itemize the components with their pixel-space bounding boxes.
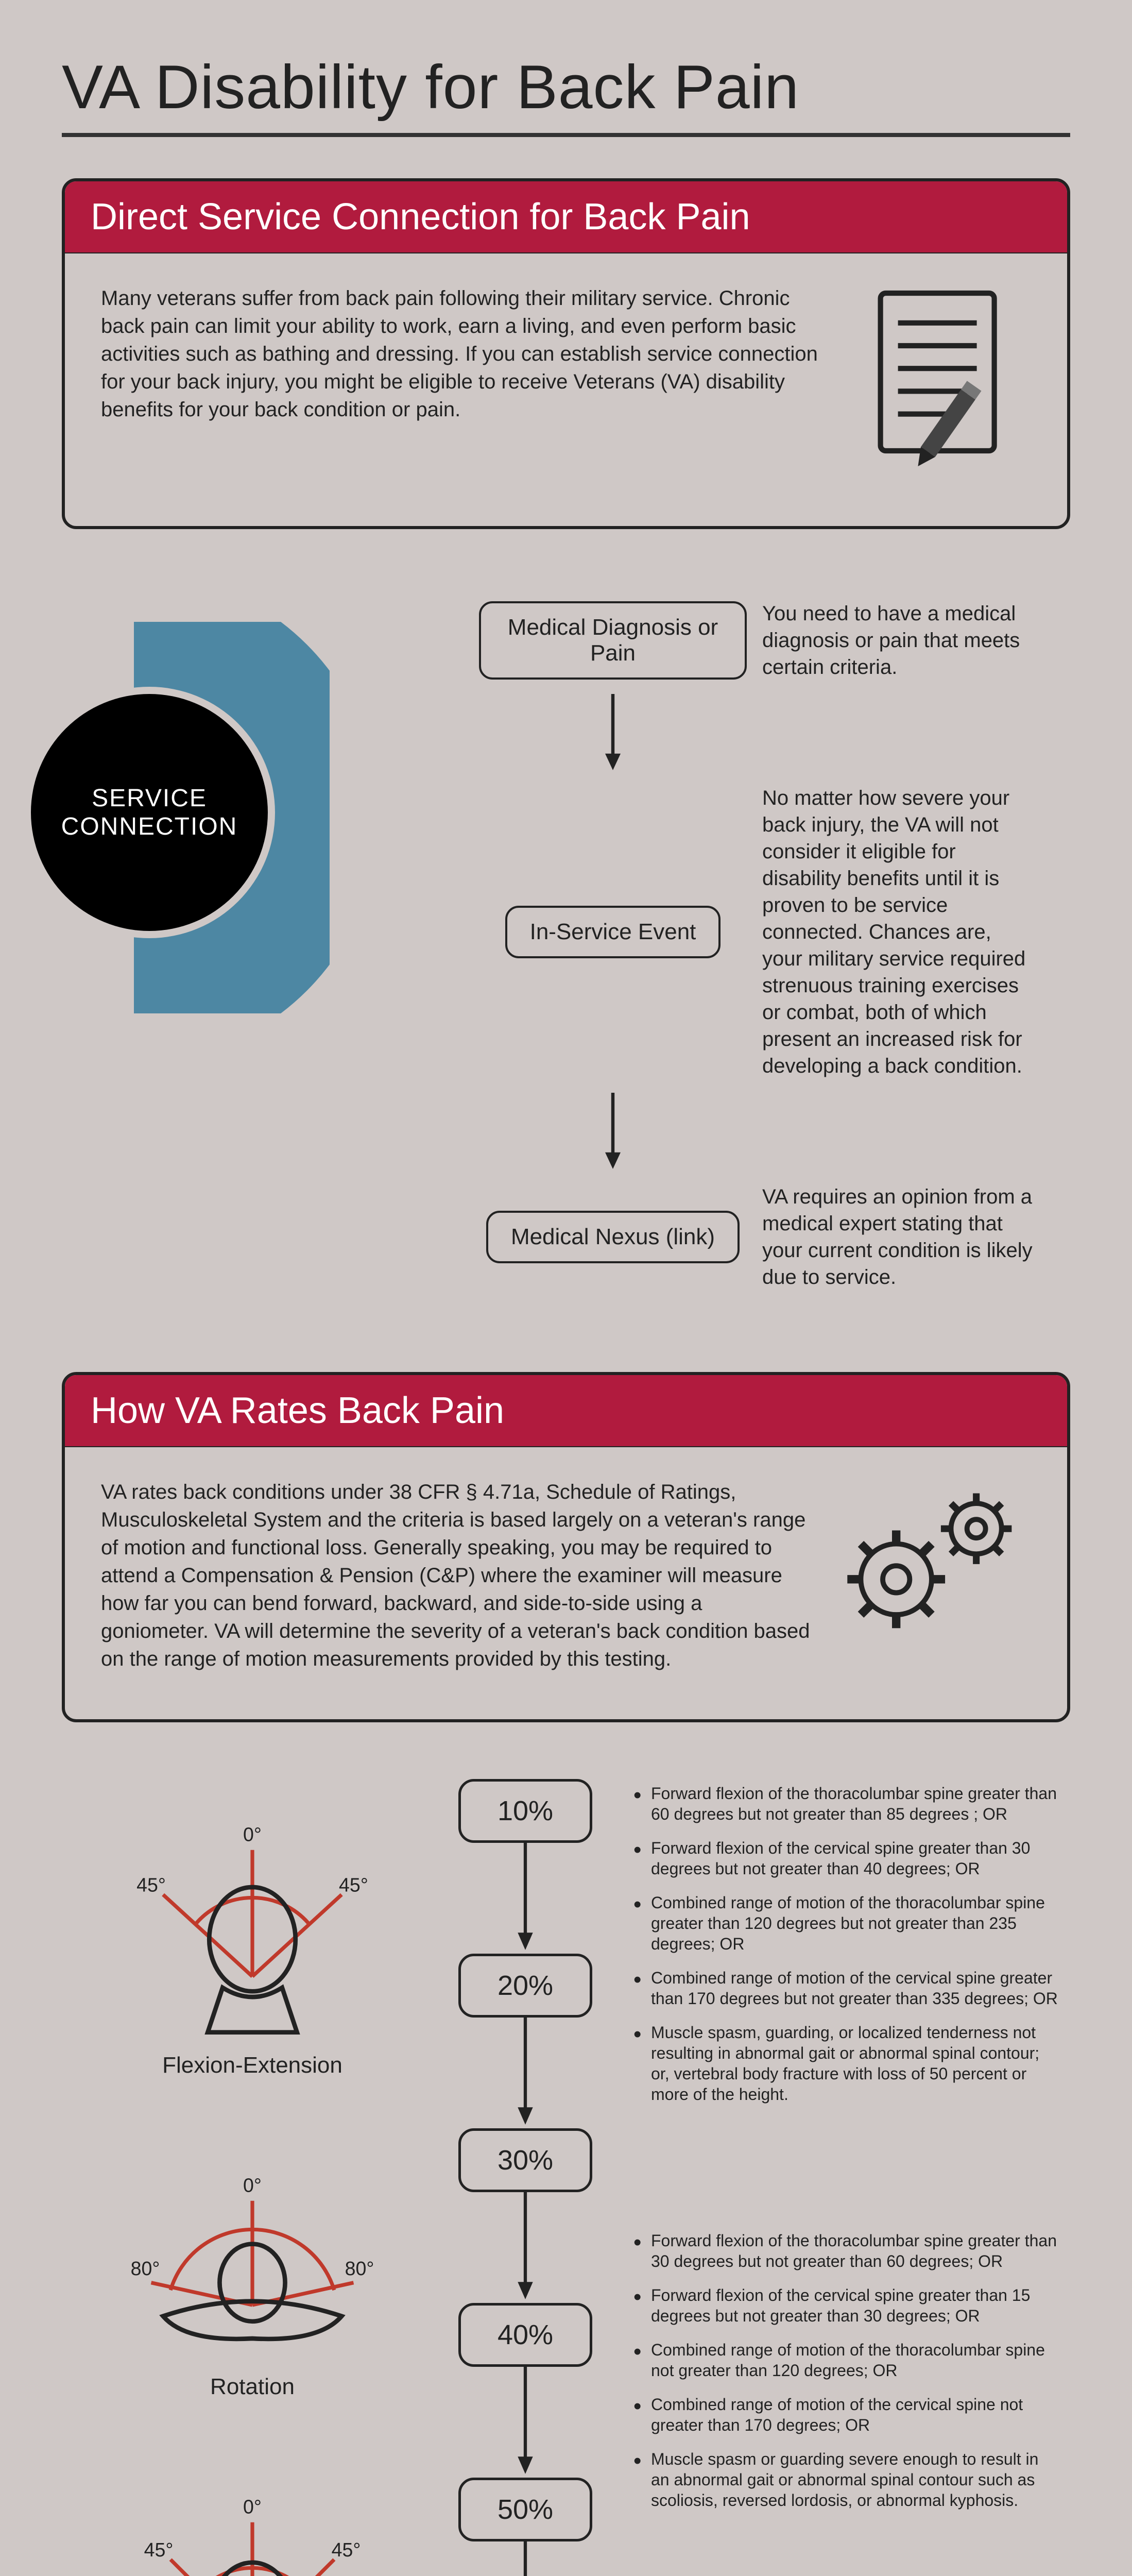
- rom-figures-column: 0° 45° 45° Flexion-Extension: [72, 1779, 433, 2576]
- flow-text-0: You need to have a medical diagnosis or …: [747, 600, 1034, 681]
- rating-bullet: Combined range of motion of the thoracol…: [633, 1892, 1060, 1954]
- angle-label: 0°: [243, 2175, 262, 2196]
- rating-bullet: Forward flexion of the thoracolumbar spi…: [633, 2230, 1060, 2272]
- arrow-down-icon: [479, 690, 747, 775]
- angle-label: 45°: [339, 1874, 368, 1896]
- arrow-down-icon: [513, 1843, 538, 1954]
- service-connection-badge: SERVICE CONNECTION: [31, 694, 268, 931]
- rom-fig-rotation: 0° 80° 80° Rotation: [72, 2171, 433, 2400]
- arrow-down-icon: [513, 2541, 538, 2576]
- angle-label: 80°: [345, 2258, 374, 2280]
- rating-bullet: Forward flexion of the cervical spine gr…: [633, 1838, 1060, 1879]
- document-pencil-icon: [856, 284, 1031, 480]
- section-1-text: Many veterans suffer from back pain foll…: [101, 284, 825, 423]
- flow-text-2: VA requires an opinion from a medical ex…: [747, 1183, 1034, 1291]
- angle-label: 80°: [131, 2258, 160, 2280]
- rom-caption: Rotation: [210, 2374, 295, 2400]
- gears-icon: [846, 1478, 1031, 1649]
- badge-line2: CONNECTION: [61, 812, 238, 841]
- arrow-down-icon: [513, 2367, 538, 2478]
- rating-node: 30%: [458, 2128, 592, 2192]
- flow-text-1: No matter how severe your back injury, t…: [747, 785, 1034, 1079]
- angle-label: 45°: [332, 2539, 361, 2561]
- flow-node-nexus: Medical Nexus (link): [486, 1211, 740, 1263]
- section-2: How VA Rates Back Pain VA rates back con…: [62, 1372, 1070, 1722]
- flow-node-inservice: In-Service Event: [505, 906, 721, 958]
- rating-bullet: Forward flexion of the thoracolumbar spi…: [633, 1783, 1060, 1824]
- angle-label: 45°: [136, 1874, 166, 1896]
- section-2-text: VA rates back conditions under 38 CFR § …: [101, 1478, 815, 1673]
- ratings-bullets-column: Forward flexion of the thoracolumbar spi…: [618, 1779, 1060, 2576]
- rating-bullet: Muscle spasm or guarding severe enough t…: [633, 2449, 1060, 2511]
- page-title: VA Disability for Back Pain: [62, 52, 1070, 137]
- section-1: Direct Service Connection for Back Pain …: [62, 178, 1070, 529]
- angle-label: 45°: [144, 2539, 174, 2561]
- rating-bullet: Forward flexion of the cervical spine gr…: [633, 2285, 1060, 2326]
- rating-node: 40%: [458, 2303, 592, 2367]
- rating-node: 20%: [458, 1954, 592, 2018]
- service-connection-flow: SERVICE CONNECTION Medical Diagnosis or …: [62, 570, 1070, 1331]
- rating-node: 10%: [458, 1779, 592, 1843]
- rating-bullets: Forward flexion of the thoracolumbar spi…: [633, 2226, 1060, 2529]
- rom-fig-lateral: 0° 45° 45° Laterial-Flexion: [72, 2493, 433, 2576]
- rating-bullet: Combined range of motion of the cervical…: [633, 1968, 1060, 2009]
- arrow-down-icon: [513, 2192, 538, 2303]
- arrow-down-icon: [479, 1089, 747, 1174]
- section-2-banner: How VA Rates Back Pain: [65, 1375, 1067, 1447]
- rating-bullets: Forward flexion of the thoracolumbar spi…: [633, 1779, 1060, 2123]
- flow-node-diagnosis: Medical Diagnosis or Pain: [479, 601, 747, 680]
- rating-bullet: Combined range of motion of the thoracol…: [633, 2340, 1060, 2381]
- rating-node: 50%: [458, 2478, 592, 2541]
- rating-bullet: Combined range of motion of the cervical…: [633, 2394, 1060, 2435]
- section-1-banner: Direct Service Connection for Back Pain: [65, 181, 1067, 253]
- rom-caption: Flexion-Extension: [162, 2053, 342, 2078]
- rating-bullet: Muscle spasm, guarding, or localized ten…: [633, 2022, 1060, 2105]
- arrow-down-icon: [513, 2018, 538, 2128]
- angle-label: 0°: [243, 1823, 262, 1845]
- rom-fig-flex-ext: 0° 45° 45° Flexion-Extension: [72, 1820, 433, 2078]
- badge-line1: SERVICE: [92, 784, 207, 812]
- angle-label: 0°: [243, 2496, 262, 2517]
- ratings-pct-column: 10%20%30%40%50%100%: [433, 1779, 618, 2576]
- ratings-grid: 0° 45° 45° Flexion-Extension: [62, 1764, 1070, 2576]
